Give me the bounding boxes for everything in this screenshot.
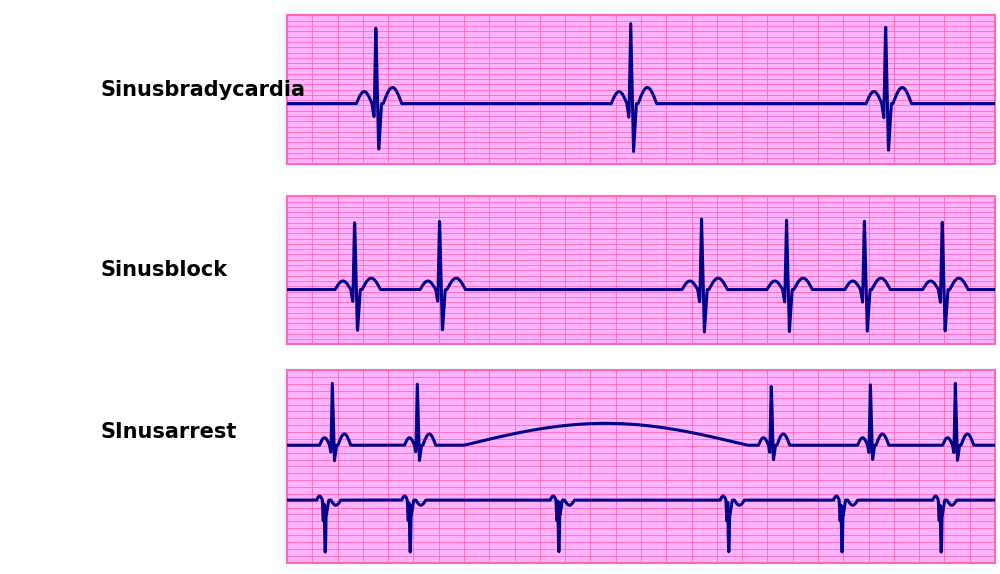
Text: Sinusblock: Sinusblock xyxy=(100,261,228,280)
Text: Sinusbradycardia: Sinusbradycardia xyxy=(100,80,305,99)
Text: SInusarrest: SInusarrest xyxy=(100,422,237,442)
